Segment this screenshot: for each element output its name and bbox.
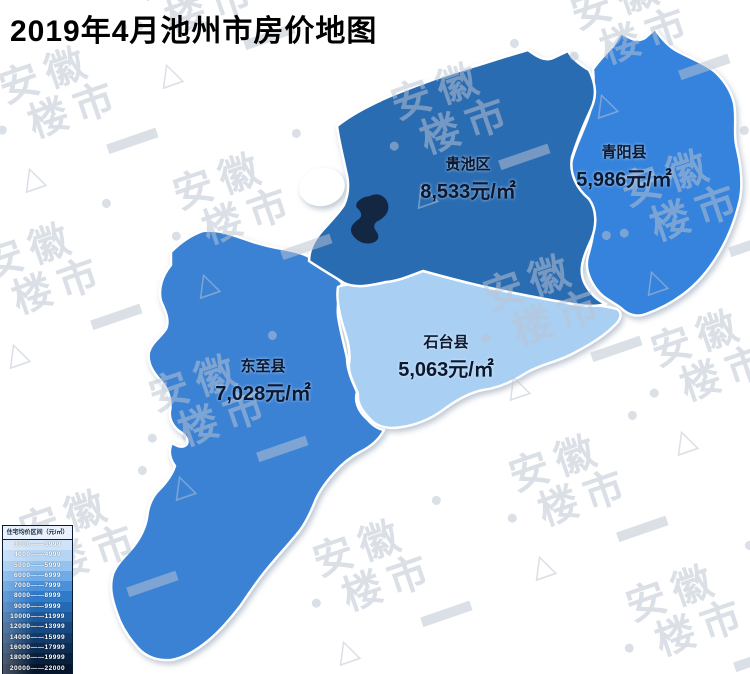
legend-row: 5000——5999 — [3, 560, 72, 571]
region-price: 5,063元/㎡ — [398, 359, 494, 381]
lake-shape — [299, 167, 345, 207]
legend-row: 4000——4999 — [3, 550, 72, 561]
region-label-guichi: 贵池区 8,533元/㎡ — [420, 153, 516, 204]
region-label-dongzhi: 东至县 7,028元/㎡ — [215, 355, 311, 406]
legend-row: 16000——17999 — [3, 642, 72, 654]
legend-header: 住宅均价区间（元/㎡） — [3, 526, 72, 540]
guichi-urban-core — [350, 194, 389, 244]
legend-row: 12000——13999 — [3, 622, 72, 633]
region-price: 8,533元/㎡ — [420, 181, 516, 203]
legend-row: 3000——3999 — [3, 540, 72, 551]
region-price: 7,028元/㎡ — [215, 383, 311, 405]
region-label-qingyang: 青阳县 5,986元/㎡ — [576, 141, 672, 192]
legend-row: 10000——11999 — [3, 612, 72, 623]
legend-row: 20000——22000 — [3, 663, 72, 674]
legend-row: 18000——19999 — [3, 653, 72, 664]
legend-row: 9000——9999 — [3, 601, 72, 613]
legend-row: 6000——6999 — [3, 570, 72, 582]
legend-row: 7000——7999 — [3, 581, 72, 592]
legend-row: 8000——8999 — [3, 591, 72, 602]
region-name: 东至县 — [240, 358, 286, 375]
price-legend: 住宅均价区间（元/㎡） 3000——3999 4000——4999 5000——… — [2, 525, 73, 674]
page-title: 2019年4月池州市房价地图 — [10, 15, 378, 48]
region-price: 5,986元/㎡ — [576, 169, 672, 191]
legend-row: 14000——15999 — [3, 632, 72, 643]
region-name: 青阳县 — [601, 144, 647, 161]
region-name: 石台县 — [423, 334, 469, 351]
region-label-shitai: 石台县 5,063元/㎡ — [398, 331, 494, 382]
region-name: 贵池区 — [445, 156, 491, 173]
